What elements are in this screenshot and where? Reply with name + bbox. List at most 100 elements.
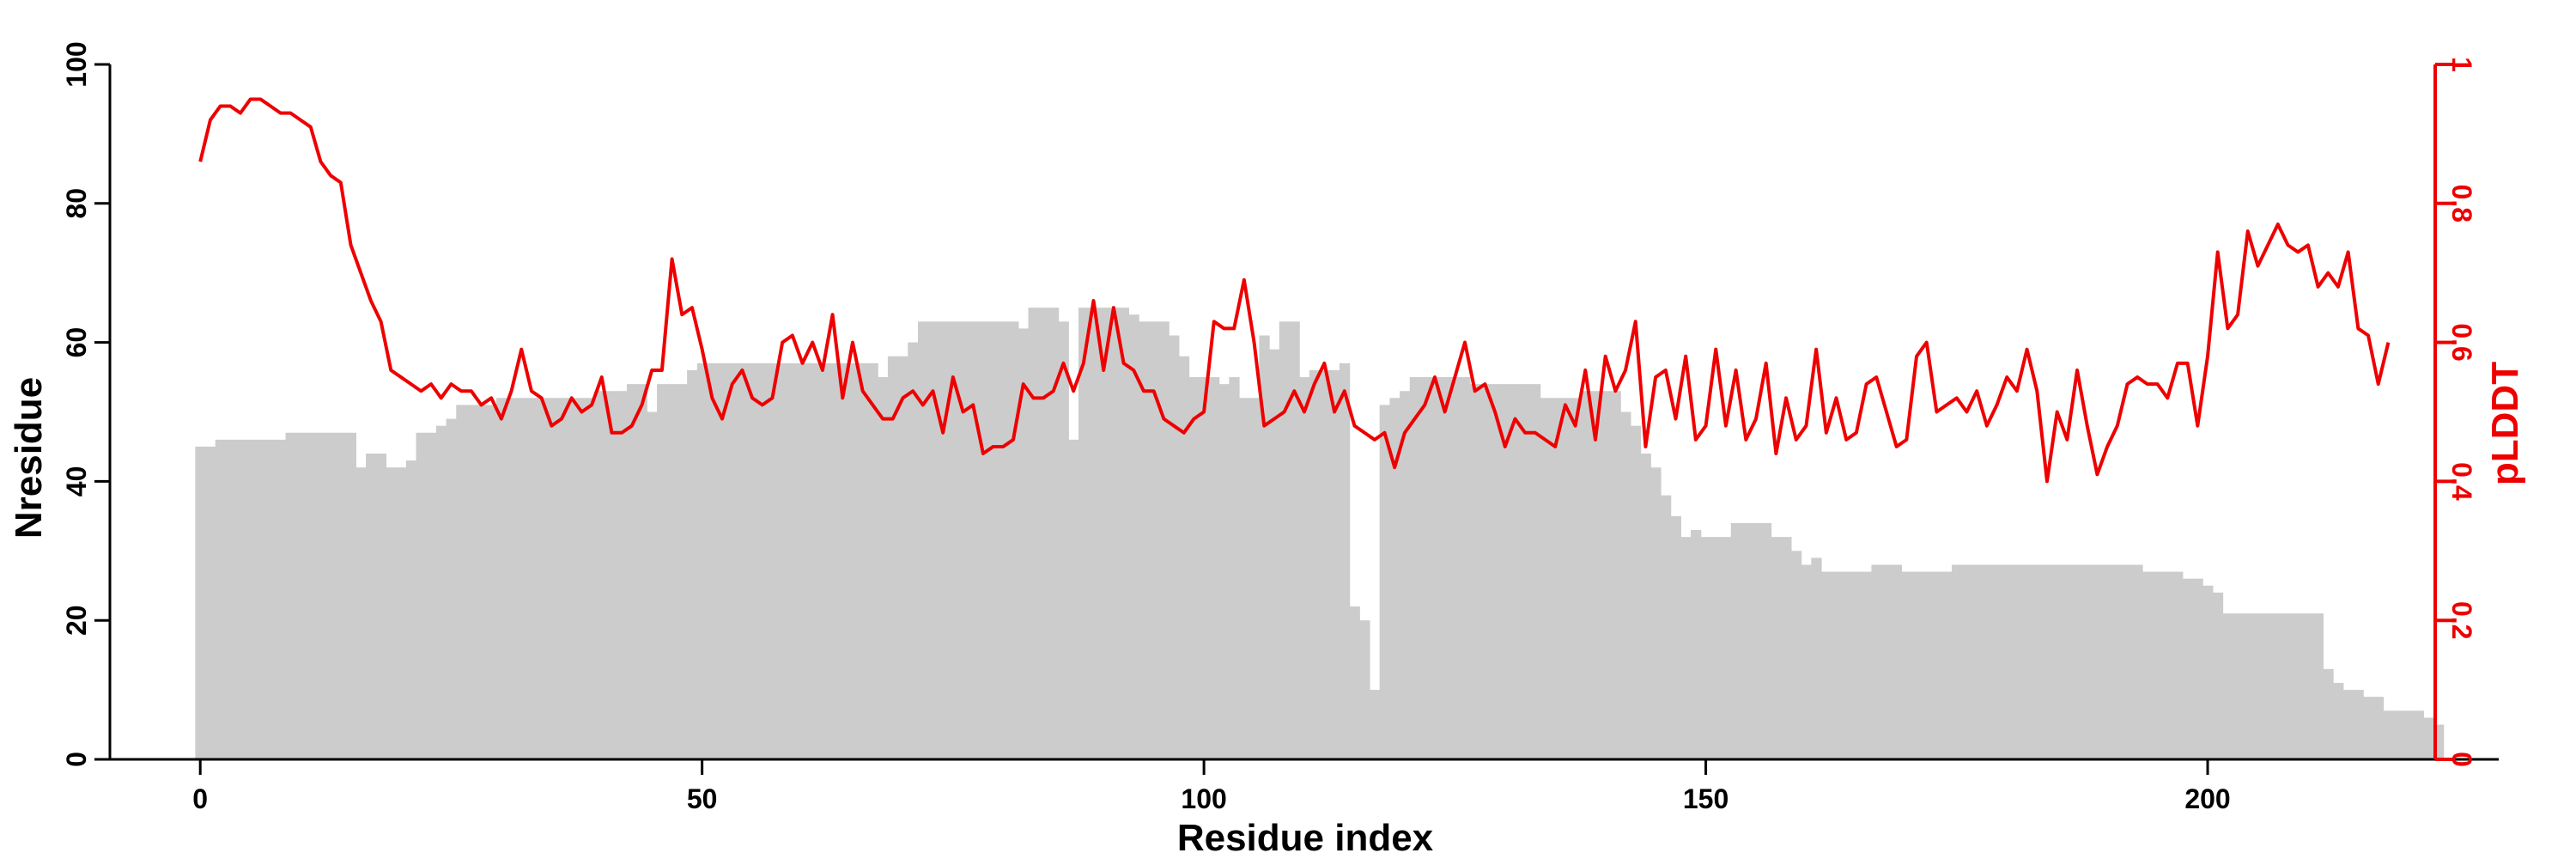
bar (1078, 308, 1090, 759)
bar (897, 356, 908, 759)
bar (1028, 308, 1039, 759)
bar (405, 460, 417, 759)
x-tick-label: 200 (2184, 783, 2230, 814)
bar (626, 384, 638, 759)
bar (2032, 564, 2043, 759)
bar (1710, 537, 1722, 759)
bar (1389, 398, 1400, 759)
bar (908, 342, 919, 759)
bar (867, 362, 878, 759)
bar (1249, 398, 1260, 759)
bar (1650, 467, 1662, 759)
bar (2072, 564, 2083, 759)
bar (546, 398, 557, 759)
bar (2273, 613, 2284, 759)
bar (1600, 391, 1612, 759)
bar (1630, 425, 1642, 759)
plddt-line (198, 97, 2391, 484)
y-tick-left-label: 0 (61, 752, 92, 767)
bar (1841, 571, 1852, 759)
bar (1460, 377, 1471, 759)
bar (435, 425, 447, 759)
y-tick-right-label: 0.6 (2446, 323, 2477, 361)
bar (878, 377, 889, 759)
y-axis-left-title: Nresidue (8, 377, 50, 539)
bar (2312, 613, 2324, 759)
bar (2111, 564, 2123, 759)
bar (1068, 439, 1079, 759)
bar (2062, 564, 2073, 759)
bar (446, 418, 457, 759)
bar (2172, 571, 2184, 759)
bar (927, 321, 939, 759)
bar (496, 398, 507, 759)
bar (396, 467, 407, 759)
bar (2222, 613, 2233, 759)
bar (787, 362, 799, 759)
bar (476, 405, 487, 759)
bar (2353, 690, 2364, 759)
bar (1971, 564, 1983, 759)
bar (2263, 613, 2274, 759)
bar (2333, 683, 2344, 759)
bar (817, 362, 829, 759)
bar (1891, 564, 1903, 759)
bar (1721, 537, 1732, 759)
bar (1098, 308, 1109, 759)
bar (2212, 592, 2224, 759)
y-tick-right-label: 1 (2446, 57, 2477, 72)
bar (1479, 384, 1491, 759)
bar (1038, 308, 1049, 759)
bar (1771, 537, 1782, 759)
y-tick-right-label: 0.4 (2446, 462, 2477, 501)
bar (2162, 571, 2173, 759)
bar (2142, 571, 2154, 759)
bar (998, 321, 1009, 759)
bar (225, 439, 236, 759)
bar (1299, 377, 1310, 759)
bar (1329, 369, 1340, 759)
bar (1610, 391, 1621, 759)
bar (1530, 384, 1541, 759)
bar (235, 439, 246, 759)
bar (677, 384, 688, 759)
bar (617, 391, 628, 759)
bar (848, 362, 859, 759)
bar (1058, 321, 1069, 759)
y-tick-left-label: 100 (61, 41, 92, 87)
bar (1188, 377, 1200, 759)
bar (1158, 321, 1170, 759)
bar (1510, 384, 1521, 759)
bar (1259, 335, 1270, 759)
bar (325, 432, 337, 759)
bar (526, 398, 538, 759)
bar (1730, 522, 1742, 759)
bar (1982, 564, 1993, 759)
bar (1379, 405, 1390, 759)
bar (737, 362, 748, 759)
bar (1118, 308, 1130, 759)
y-ticks-left: 0 20 40 60 80 100 (61, 41, 110, 767)
bar (1911, 571, 1923, 759)
bar (807, 362, 818, 759)
bar (1048, 308, 1060, 759)
x-axis-title: Residue index (1177, 817, 1434, 859)
bar (1279, 321, 1291, 759)
bar (756, 362, 769, 759)
y-ticks-right: 0 0.2 0.4 0.6 0.8 1 (2435, 57, 2477, 767)
bar (2122, 564, 2133, 759)
bar (747, 362, 758, 759)
bar (1289, 321, 1300, 759)
bar (1109, 308, 1120, 759)
y-tick-left-label: 20 (61, 605, 92, 636)
bar (516, 398, 527, 759)
bar (366, 454, 377, 759)
bar (245, 439, 257, 759)
bar (1901, 571, 1912, 759)
bar (2303, 613, 2314, 759)
bar (345, 432, 356, 759)
bar (707, 362, 718, 759)
bar (1760, 522, 1772, 759)
bar (717, 362, 728, 759)
bar (456, 405, 467, 759)
